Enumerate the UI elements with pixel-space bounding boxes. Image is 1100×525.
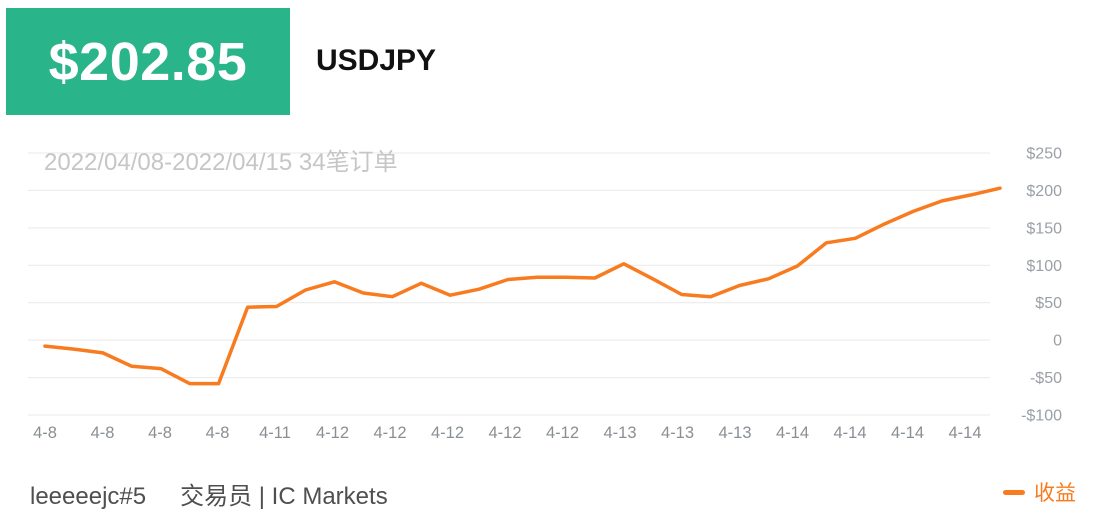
legend-item-profit[interactable]: 收益: [1003, 477, 1076, 507]
x-axis-label: 4-14: [833, 424, 866, 442]
username-label: leeeeejc#5: [30, 483, 147, 510]
y-axis-label: $100: [1026, 258, 1062, 275]
x-axis-label: 4-12: [373, 424, 406, 442]
y-axis-label: $50: [1035, 295, 1062, 312]
x-axis-label: 4-13: [661, 424, 694, 442]
x-axis-label: 4-14: [776, 424, 809, 442]
x-axis-label: 4-14: [891, 424, 924, 442]
y-axis-label: -$50: [1030, 370, 1062, 387]
x-axis-label: 4-8: [148, 424, 172, 442]
legend-line-swatch: [1003, 489, 1025, 495]
symbol-label: USDJPY: [316, 44, 437, 77]
x-axis-label: 4-14: [948, 424, 981, 442]
y-axis-label: -$100: [1021, 408, 1062, 425]
y-axis-label: 0: [1053, 333, 1062, 350]
x-axis-label: 4-8: [206, 424, 230, 442]
y-axis-label: $200: [1026, 183, 1062, 200]
x-axis-label: 4-12: [316, 424, 349, 442]
x-axis-label: 4-12: [431, 424, 464, 442]
y-axis-label: $250: [1026, 146, 1062, 163]
x-axis-label: 4-11: [259, 424, 291, 442]
total-profit-badge: $202.85: [6, 8, 290, 115]
profit-chart: 2022/04/08-2022/04/15 34笔订单 $250 $200 $150…: [0, 128, 1100, 458]
total-profit-value: $202.85: [48, 31, 248, 92]
legend-label: 收益: [1034, 482, 1076, 505]
x-axis-label: 4-12: [488, 424, 521, 442]
footer: leeeeejc#5 交易员 | IC Markets: [30, 476, 388, 511]
x-axis-label: 4-13: [603, 424, 636, 442]
x-axis-label: 4-12: [546, 424, 579, 442]
profit-line: [43, 186, 1002, 386]
x-axis-label: 4-13: [718, 424, 751, 442]
role-label: 交易员 | IC Markets: [180, 483, 388, 510]
profit-line-chart: $250 $200 $150 $100 $50 0 -$50 -$100 4-8 4-8 4-8 4-…: [28, 146, 1062, 442]
y-axis-label: $150: [1026, 220, 1062, 237]
x-axis-label: 4-8: [91, 424, 115, 442]
x-axis-label: 4-8: [33, 424, 57, 442]
chart-title: 2022/04/08-2022/04/15 34笔订单: [44, 149, 398, 176]
